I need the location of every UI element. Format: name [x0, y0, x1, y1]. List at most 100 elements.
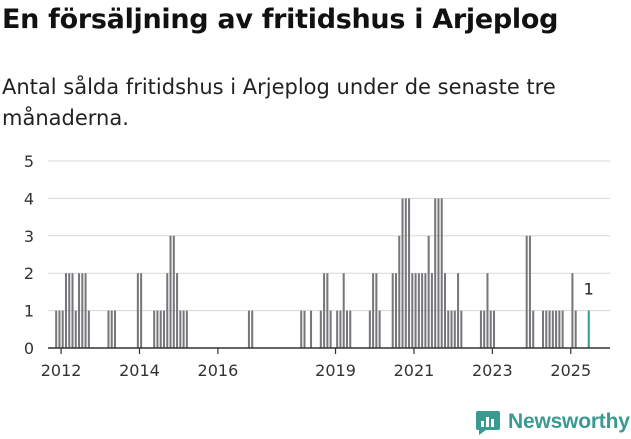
bar — [404, 198, 407, 348]
bar — [574, 310, 577, 348]
bar — [176, 273, 179, 348]
bar — [542, 310, 545, 348]
bar — [159, 310, 162, 348]
chart-bubble-icon — [476, 411, 500, 435]
bar — [375, 273, 378, 348]
bar — [251, 310, 254, 348]
bar — [398, 235, 401, 348]
bar — [551, 310, 554, 348]
bar — [443, 273, 447, 348]
bar — [411, 273, 414, 348]
bar — [571, 273, 574, 348]
bar-highlight — [587, 310, 590, 348]
x-tick-label: 2025 — [550, 361, 591, 380]
bar — [447, 310, 450, 348]
x-tick-label: 2023 — [472, 361, 513, 380]
bar — [140, 273, 143, 348]
bar — [561, 310, 564, 348]
bar — [345, 310, 348, 348]
bar — [156, 310, 159, 348]
bar — [450, 310, 453, 348]
bar — [84, 273, 87, 348]
bar — [391, 273, 394, 348]
bar — [303, 310, 306, 348]
bar — [182, 310, 185, 348]
bar — [169, 235, 172, 348]
bar — [545, 310, 548, 348]
bar — [81, 273, 84, 348]
bar — [483, 310, 486, 348]
bar — [453, 310, 456, 348]
data-label: 1 — [584, 280, 594, 299]
bar — [58, 310, 61, 348]
bar — [113, 310, 116, 348]
bar — [162, 310, 166, 348]
bar — [548, 310, 551, 348]
bar — [408, 198, 411, 348]
x-tick-label: 2019 — [315, 361, 356, 380]
bar — [558, 310, 561, 348]
bar — [417, 273, 420, 348]
bar — [319, 310, 322, 348]
bar — [457, 273, 460, 348]
bar — [78, 273, 81, 348]
newsworthy-logo[interactable]: Newsworthy — [475, 407, 630, 437]
bar — [185, 310, 188, 348]
bar — [525, 235, 528, 348]
y-tick-label: 1 — [24, 302, 34, 321]
bar — [434, 198, 437, 348]
bar — [310, 310, 313, 348]
bar — [61, 310, 64, 348]
bar — [528, 235, 531, 348]
y-tick-label: 4 — [24, 189, 34, 208]
bar — [342, 273, 345, 348]
bar — [74, 310, 77, 348]
bar — [87, 310, 90, 348]
x-axis: 2012 2014 2016 2019 2021 2023 2025 — [41, 347, 610, 380]
bar — [339, 310, 342, 348]
bar — [430, 273, 433, 348]
bar — [555, 310, 558, 348]
bar — [136, 273, 139, 348]
bar-chart: 0 1 2 3 4 5 2012 2014 2016 2019 2021 2023 2025 1 — [24, 152, 610, 380]
y-tick-label: 3 — [24, 227, 34, 246]
annotation-layer: 1 — [584, 280, 594, 299]
bar — [440, 198, 443, 348]
brand-name: Newsworthy — [508, 410, 630, 433]
bar — [64, 273, 67, 348]
bar — [427, 235, 430, 348]
bar — [401, 198, 404, 348]
bar — [107, 310, 110, 348]
bar — [378, 310, 381, 348]
bar — [247, 310, 250, 348]
bar — [492, 310, 496, 348]
bar — [55, 310, 58, 348]
bar — [68, 273, 71, 348]
bar — [166, 273, 169, 348]
bar — [486, 273, 489, 348]
bar — [479, 310, 482, 348]
bar — [326, 273, 329, 348]
bar — [394, 273, 397, 348]
bar — [300, 310, 303, 348]
bar — [329, 310, 332, 348]
bar — [172, 235, 175, 348]
bar — [437, 198, 440, 348]
bar — [372, 273, 375, 348]
bar — [153, 310, 156, 348]
bar — [421, 273, 424, 348]
bar — [460, 310, 463, 348]
bar-series — [55, 198, 590, 348]
x-tick-label: 2016 — [198, 361, 239, 380]
bar — [424, 273, 427, 348]
bar — [71, 273, 74, 348]
y-tick-label: 0 — [24, 339, 34, 358]
chart-subtitle: Antal sålda fritidshus i Arjeplog under … — [2, 75, 556, 130]
y-tick-label: 2 — [24, 264, 34, 283]
bar — [179, 310, 182, 348]
bar — [489, 310, 492, 348]
x-tick-label: 2012 — [41, 361, 82, 380]
bar — [336, 310, 339, 348]
bar — [414, 273, 417, 348]
bar — [532, 310, 535, 348]
